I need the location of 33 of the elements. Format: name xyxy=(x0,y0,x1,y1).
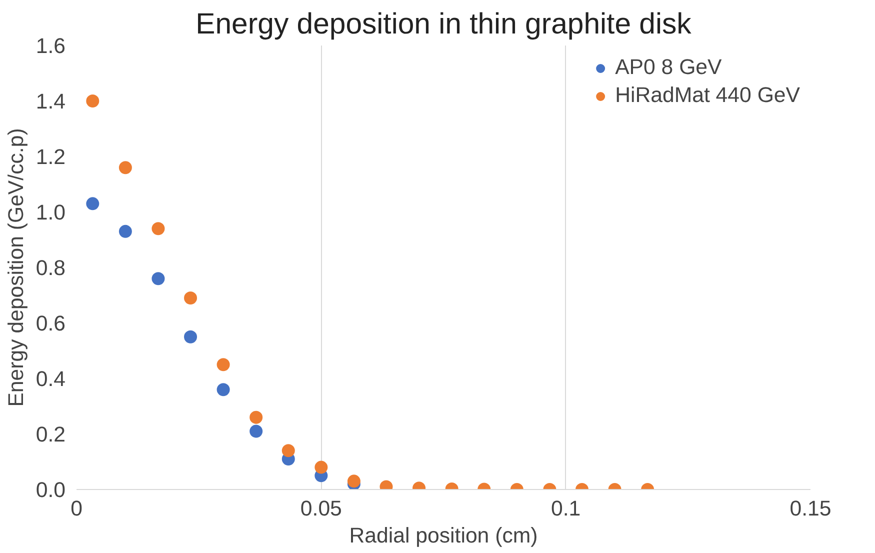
chart-title: Energy deposition in thin graphite disk xyxy=(196,8,692,40)
y-tick-label: 0.2 xyxy=(36,422,66,446)
y-axis-title: Energy deposition (GeV/cc.p) xyxy=(4,128,28,407)
y-tick-label: 1.2 xyxy=(36,145,66,169)
x-tick-label: 0.15 xyxy=(790,496,832,520)
point xyxy=(347,474,360,488)
y-tick-label: 1.4 xyxy=(36,90,66,114)
point xyxy=(250,410,263,424)
x-axis-title: Radial position (cm) xyxy=(349,524,538,548)
point xyxy=(250,424,263,438)
y-tick-label: 1.0 xyxy=(36,200,66,224)
point xyxy=(86,94,100,108)
point xyxy=(118,224,132,238)
x-tick-label: 0.1 xyxy=(551,496,581,520)
point xyxy=(184,330,198,344)
point xyxy=(282,444,295,458)
point xyxy=(86,197,100,210)
legend-label: HiRadMat 440 GeV xyxy=(615,83,800,108)
point xyxy=(118,161,132,174)
point xyxy=(184,292,198,305)
y-tick-label: 0.6 xyxy=(36,312,66,336)
legend-label: AP0 8 GeV xyxy=(615,55,722,80)
point xyxy=(216,358,230,372)
point xyxy=(216,383,230,396)
y-tick-label: 0.4 xyxy=(36,367,66,391)
y-tick-label: 0.0 xyxy=(36,478,66,502)
point xyxy=(152,272,165,286)
x-tick-label: 0 xyxy=(70,496,83,520)
y-tick-label: 1.6 xyxy=(36,34,66,58)
point xyxy=(314,460,328,474)
x-tick-label: 0.05 xyxy=(300,496,342,520)
point xyxy=(152,222,165,236)
y-tick-label: 0.8 xyxy=(36,256,66,280)
